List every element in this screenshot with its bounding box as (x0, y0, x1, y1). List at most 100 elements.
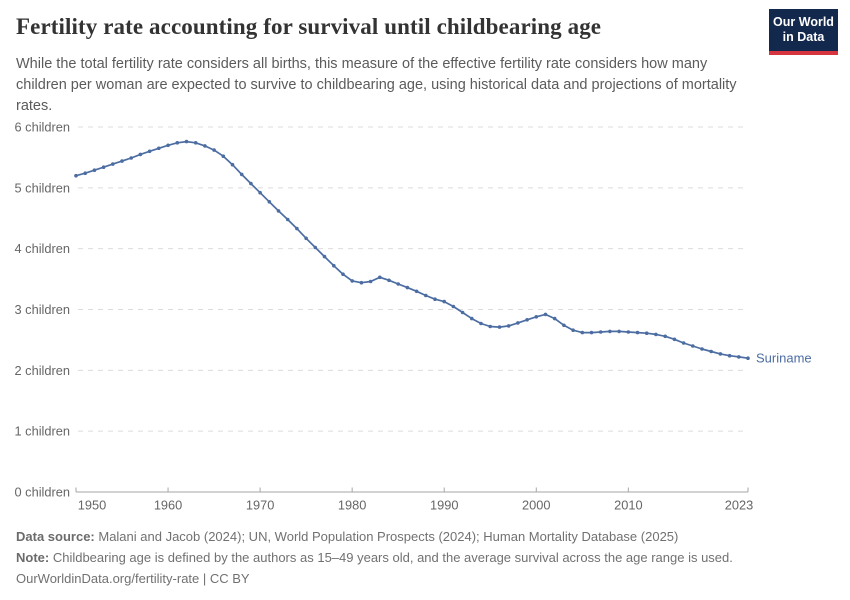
data-point (341, 272, 345, 277)
data-point (157, 146, 161, 151)
chart-url-link[interactable]: OurWorldinData.org/fertility-rate (16, 570, 200, 586)
data-point (258, 190, 262, 195)
data-point (138, 152, 143, 157)
cc-by-link[interactable]: CC BY (209, 570, 250, 586)
y-tick-label: 2 children (15, 363, 71, 378)
x-tick-label: 1990 (430, 498, 458, 513)
data-point (313, 245, 318, 250)
data-point (424, 293, 428, 298)
y-tick-label: 1 children (15, 424, 71, 439)
data-point (368, 279, 373, 284)
data-point (663, 334, 667, 339)
data-point (239, 172, 244, 177)
data-point (203, 144, 207, 148)
data-point (626, 330, 631, 334)
y-tick-label: 3 children (15, 302, 71, 317)
data-point (700, 347, 704, 351)
data-point (746, 356, 750, 361)
data-point (83, 171, 87, 175)
data-point (193, 141, 198, 145)
data-point (488, 324, 493, 329)
page-title: Fertility rate accounting for survival u… (16, 14, 602, 39)
data-point (635, 330, 640, 335)
data-point (543, 312, 548, 317)
data-point (562, 323, 566, 328)
data-point (249, 181, 253, 186)
data-point (267, 200, 272, 204)
chart-subtitle: While the total fertility rate considers… (16, 56, 737, 115)
data-point (147, 149, 152, 154)
data-point (350, 279, 355, 283)
license-line: OurWorldinData.org/fertility-rate | CC B… (16, 569, 836, 590)
data-point (276, 209, 281, 213)
y-tick-label: 0 children (15, 485, 71, 500)
data-point (608, 329, 612, 334)
data-point (212, 148, 216, 152)
owid-logo-line2: in Data (782, 30, 825, 45)
series-line (75, 140, 749, 360)
data-source-text: Malani and Jacob (2024); UN, World Popul… (94, 529, 679, 544)
data-point (644, 331, 649, 336)
data-point (534, 315, 539, 319)
data-point (654, 332, 658, 337)
data-point (129, 156, 133, 160)
y-tick-label: 6 children (15, 120, 71, 135)
data-point (74, 173, 78, 178)
data-point (580, 330, 585, 335)
x-tick-label: 1980 (338, 498, 366, 513)
x-tick-label: 2023 (725, 498, 753, 513)
data-point (479, 321, 483, 326)
data-point (552, 316, 557, 321)
data-point (681, 341, 686, 345)
data-point (617, 329, 621, 334)
data-point (460, 310, 465, 315)
data-point (175, 141, 180, 145)
data-point (359, 280, 364, 285)
data-point (516, 321, 520, 325)
data-point (221, 154, 226, 158)
data-point (92, 168, 97, 172)
data-source-label: Data source: (16, 529, 95, 544)
data-point (387, 278, 391, 283)
note-text: Childbearing age is defined by the autho… (49, 549, 733, 565)
data-point (589, 330, 594, 335)
data-point (120, 159, 124, 163)
data-point (405, 285, 410, 290)
note-line: Note: Childbearing age is defined by the… (16, 548, 836, 569)
data-point (332, 263, 336, 268)
data-point (433, 297, 437, 302)
data-point (718, 352, 723, 356)
x-tick-label: 1950 (78, 498, 106, 513)
data-point (285, 217, 290, 222)
data-point (451, 304, 456, 309)
data-point (295, 226, 299, 231)
data-point (322, 254, 327, 259)
series-end-label: Suriname (756, 351, 812, 366)
data-point (506, 324, 511, 328)
data-point (497, 325, 502, 329)
note-label: Note: (16, 549, 50, 565)
data-point (184, 139, 189, 144)
data-point (571, 328, 575, 333)
data-point (709, 349, 713, 354)
data-point (230, 162, 235, 167)
y-tick-label: 5 children (15, 180, 71, 195)
chart-footer: Data source: Malani and Jacob (2024); UN… (16, 527, 836, 589)
x-tick-label: 1970 (246, 498, 274, 513)
data-point (598, 330, 603, 334)
data-point (727, 353, 732, 358)
owid-logo-line1: Our World (773, 15, 834, 29)
data-point (737, 355, 741, 359)
owid-logo[interactable]: Our World in Data (769, 9, 838, 55)
separator: | (199, 570, 210, 586)
data-point (101, 165, 106, 169)
data-point (672, 337, 677, 342)
x-tick-label: 2000 (522, 498, 550, 513)
data-point (442, 299, 447, 304)
data-point (166, 143, 170, 148)
data-point (691, 344, 695, 348)
data-point (396, 282, 401, 286)
x-tick-label: 1960 (154, 498, 182, 513)
